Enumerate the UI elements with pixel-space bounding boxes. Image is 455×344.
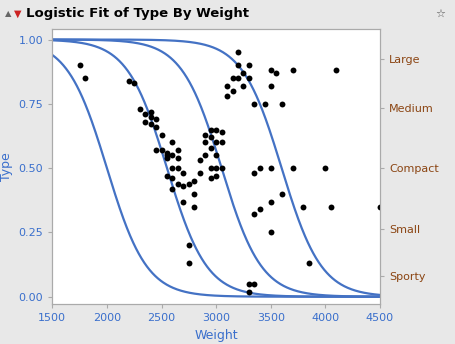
- Point: [202, 152, 209, 158]
- Point: [174, 165, 182, 171]
- Point: [256, 165, 263, 171]
- Point: [196, 158, 203, 163]
- Point: [185, 260, 192, 266]
- Point: [196, 171, 203, 176]
- Point: [267, 230, 274, 235]
- Point: [174, 147, 182, 153]
- Point: [245, 281, 253, 287]
- Point: [212, 140, 220, 145]
- Point: [212, 152, 220, 158]
- Y-axis label: Type: Type: [0, 152, 13, 181]
- Point: [191, 204, 198, 209]
- Point: [234, 75, 242, 81]
- Point: [76, 63, 83, 68]
- Point: [218, 165, 225, 171]
- Text: ▲: ▲: [5, 9, 11, 18]
- Point: [152, 117, 160, 122]
- Point: [163, 152, 171, 158]
- Point: [251, 212, 258, 217]
- Point: [234, 63, 242, 68]
- Point: [305, 260, 313, 266]
- Point: [136, 106, 143, 112]
- Point: [251, 101, 258, 107]
- Point: [152, 124, 160, 130]
- Point: [207, 145, 214, 150]
- Point: [191, 178, 198, 184]
- Point: [223, 83, 231, 88]
- Point: [147, 109, 154, 114]
- Point: [223, 93, 231, 99]
- Point: [191, 191, 198, 197]
- Point: [169, 140, 176, 145]
- Point: [267, 68, 274, 73]
- Point: [262, 101, 269, 107]
- Point: [376, 204, 384, 209]
- Point: [163, 173, 171, 179]
- Point: [251, 281, 258, 287]
- Point: [131, 80, 138, 86]
- Text: Logistic Fit of Type By Weight: Logistic Fit of Type By Weight: [26, 7, 249, 20]
- Point: [267, 83, 274, 88]
- Point: [218, 129, 225, 135]
- Point: [142, 111, 149, 117]
- Point: [212, 127, 220, 132]
- Point: [212, 173, 220, 179]
- Point: [180, 171, 187, 176]
- Point: [202, 140, 209, 145]
- Point: [81, 75, 89, 81]
- Point: [289, 165, 296, 171]
- Point: [169, 186, 176, 192]
- Point: [147, 122, 154, 127]
- Point: [152, 147, 160, 153]
- Point: [174, 181, 182, 186]
- Point: [158, 147, 165, 153]
- Point: [163, 155, 171, 161]
- Point: [169, 152, 176, 158]
- Point: [185, 181, 192, 186]
- Point: [251, 171, 258, 176]
- Point: [142, 119, 149, 125]
- Point: [333, 68, 340, 73]
- Point: [125, 78, 132, 84]
- Point: [240, 70, 247, 76]
- Point: [245, 289, 253, 294]
- Point: [278, 101, 285, 107]
- Point: [207, 135, 214, 140]
- Point: [300, 204, 307, 209]
- Point: [169, 165, 176, 171]
- Point: [245, 63, 253, 68]
- Point: [289, 68, 296, 73]
- Point: [245, 75, 253, 81]
- Point: [207, 165, 214, 171]
- Point: [327, 204, 334, 209]
- Point: [322, 165, 329, 171]
- Point: [229, 75, 236, 81]
- Point: [158, 132, 165, 138]
- Point: [207, 127, 214, 132]
- Point: [180, 183, 187, 189]
- Text: ☆: ☆: [435, 9, 445, 19]
- Point: [267, 165, 274, 171]
- Point: [180, 199, 187, 204]
- Point: [229, 88, 236, 94]
- Point: [273, 70, 280, 76]
- Point: [169, 176, 176, 181]
- Point: [212, 165, 220, 171]
- Point: [256, 206, 263, 212]
- Point: [218, 140, 225, 145]
- Point: [234, 50, 242, 55]
- Point: [267, 199, 274, 204]
- Point: [185, 243, 192, 248]
- Point: [240, 83, 247, 88]
- Text: ▼: ▼: [14, 9, 21, 19]
- Point: [207, 176, 214, 181]
- Point: [174, 155, 182, 161]
- Point: [163, 150, 171, 155]
- Point: [278, 191, 285, 197]
- Point: [202, 132, 209, 138]
- Point: [147, 114, 154, 119]
- X-axis label: Weight: Weight: [194, 329, 238, 342]
